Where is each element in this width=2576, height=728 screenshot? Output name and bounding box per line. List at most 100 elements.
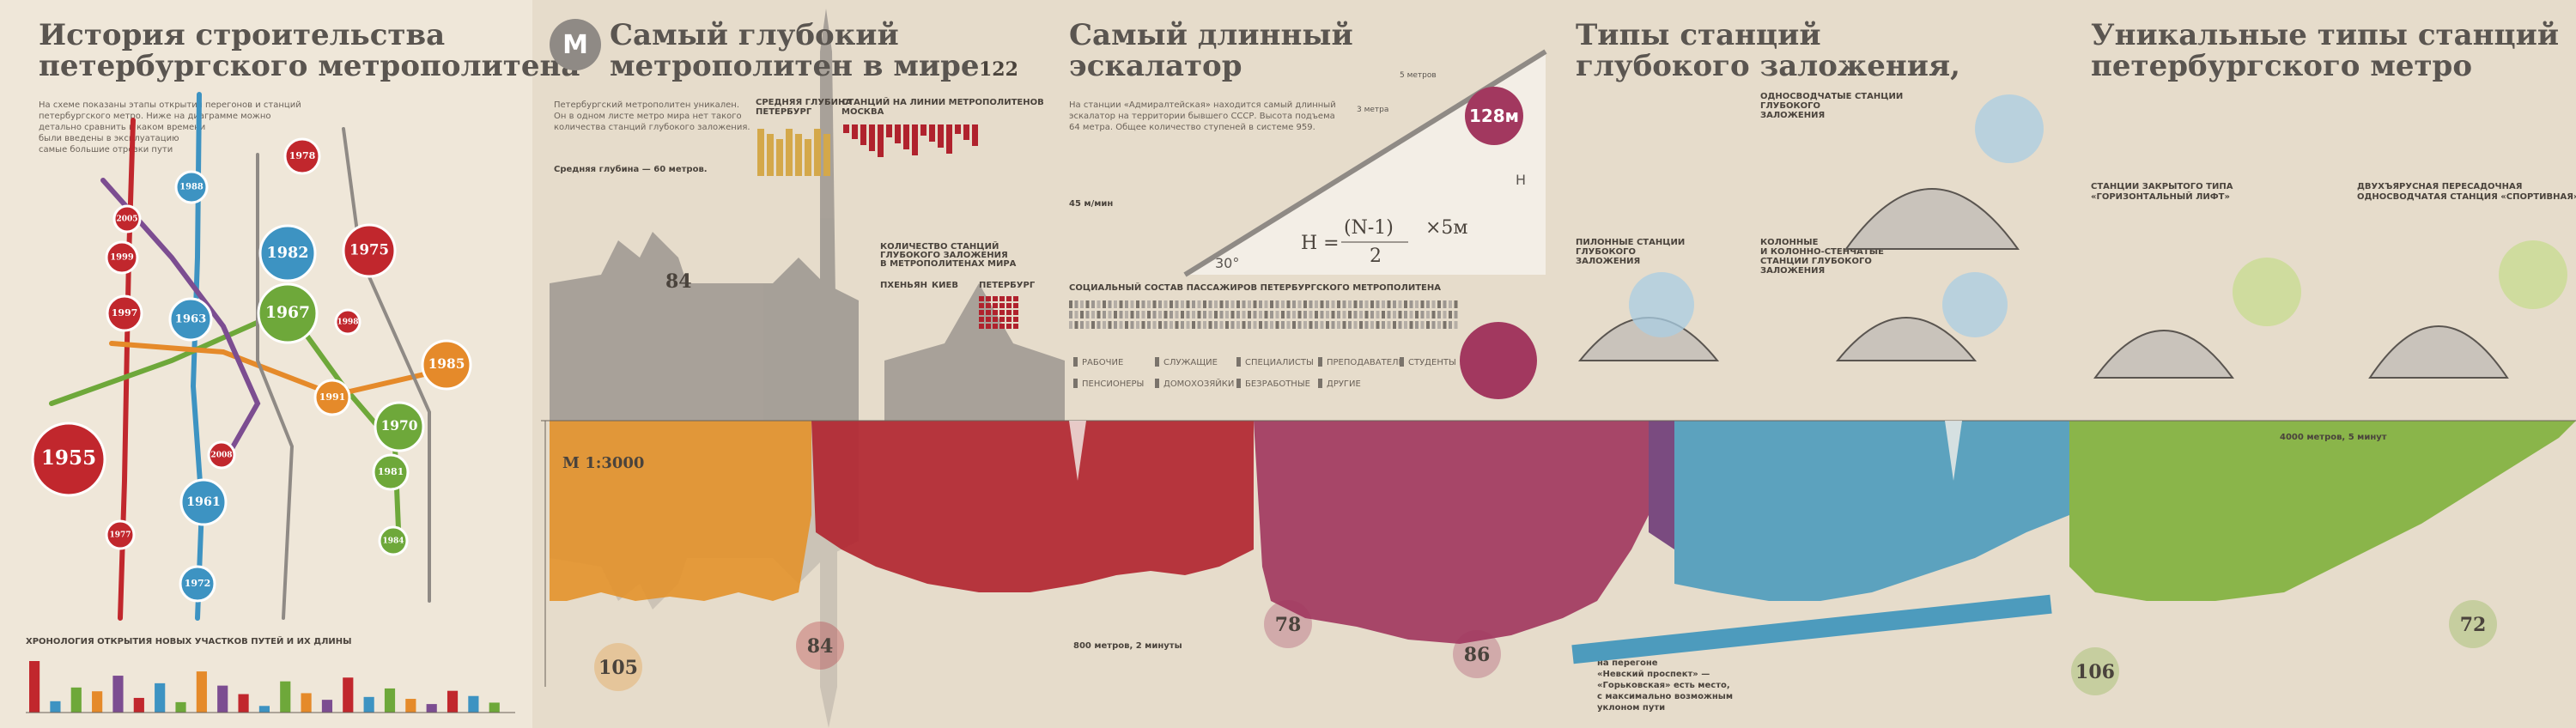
deco-square bbox=[1006, 296, 1012, 301]
intro-line: эскалатор на территории бывшего СССР. Вы… bbox=[1069, 112, 1335, 121]
deco-bar bbox=[767, 134, 774, 176]
depth-label: 86 bbox=[1464, 644, 1491, 666]
person-icon bbox=[1152, 311, 1157, 318]
deco-square bbox=[1013, 317, 1018, 322]
person-icon bbox=[1141, 311, 1145, 318]
deco-bar bbox=[776, 139, 783, 176]
person-icon bbox=[1125, 311, 1128, 318]
person-icon bbox=[1186, 300, 1190, 308]
panel-title: История строительства bbox=[39, 18, 445, 52]
legend-icon bbox=[1155, 379, 1159, 388]
person-icon bbox=[1292, 321, 1296, 329]
person-icon bbox=[1320, 311, 1324, 318]
deco-bar bbox=[912, 124, 918, 155]
person-icon bbox=[1091, 321, 1095, 329]
person-icon bbox=[1415, 311, 1419, 318]
person-icon bbox=[1275, 311, 1279, 318]
depth-label: 105 bbox=[598, 657, 638, 679]
legend-label: СЛУЖАЩИЕ bbox=[1163, 358, 1218, 367]
person-icon bbox=[1175, 300, 1179, 308]
type-label: КОЛОННЫЕ bbox=[1760, 238, 1819, 247]
deco-bar bbox=[929, 124, 935, 142]
person-icon bbox=[1114, 300, 1117, 308]
person-icon bbox=[1214, 321, 1218, 329]
person-icon bbox=[1181, 321, 1184, 329]
person-icon bbox=[1281, 300, 1285, 308]
panel-title: Типы станций bbox=[1576, 18, 1821, 52]
depth-circle bbox=[1453, 630, 1501, 678]
year-label: 1978 bbox=[289, 150, 316, 161]
person-icon bbox=[1108, 311, 1112, 318]
type-label: ЗАЛОЖЕНИЯ bbox=[1760, 266, 1825, 276]
speed: 45 м/мин bbox=[1069, 199, 1113, 209]
year-label: 1981 bbox=[378, 466, 404, 477]
chronology-bar bbox=[175, 701, 186, 713]
chronology-title: ХРОНОЛОГИЯ ОТКРЫТИЯ НОВЫХ УЧАСТКОВ ПУТЕЙ… bbox=[26, 635, 352, 646]
length: 128м bbox=[1469, 106, 1519, 126]
person-icon bbox=[1409, 321, 1413, 329]
year-circle bbox=[31, 422, 106, 497]
person-icon bbox=[1303, 311, 1307, 318]
spire-height: 84 bbox=[665, 270, 692, 293]
person-icon bbox=[1443, 311, 1447, 318]
run: 800 метров, 2 минуты bbox=[1073, 641, 1182, 651]
legend-icon bbox=[1318, 357, 1322, 367]
person-icon bbox=[1170, 311, 1173, 318]
deco-square bbox=[986, 317, 991, 322]
deco-square bbox=[993, 324, 998, 329]
person-icon bbox=[1069, 321, 1072, 329]
deco-bar bbox=[786, 129, 793, 176]
year-label: 1955 bbox=[41, 446, 96, 470]
person-icon bbox=[1192, 311, 1195, 318]
panel-title: метрополитен в мире bbox=[610, 49, 979, 83]
type-label: «ГОРИЗОНТАЛЬНЫЙ ЛИФТ» bbox=[2091, 191, 2230, 202]
year-circle bbox=[106, 294, 143, 332]
chronology-bar bbox=[196, 671, 207, 713]
slope-note: уклоном пути bbox=[1597, 703, 1665, 713]
person-icon bbox=[1303, 321, 1307, 329]
social-title: СОЦИАЛЬНЫЙ СОСТАВ ПАССАЖИРОВ ПЕТЕРБУРГСК… bbox=[1069, 282, 1441, 293]
person-icon bbox=[1286, 311, 1291, 318]
person-icon bbox=[1264, 311, 1268, 318]
person-icon bbox=[1303, 300, 1307, 308]
slope-note: на перегоне bbox=[1597, 658, 1658, 668]
peaks bbox=[1069, 421, 1962, 481]
person-icon bbox=[1409, 300, 1413, 308]
person-icon bbox=[1337, 311, 1340, 318]
person-icon bbox=[1181, 300, 1184, 308]
depth-circle bbox=[1264, 600, 1312, 648]
legend-icon bbox=[1318, 379, 1322, 388]
person-icon bbox=[1158, 300, 1162, 308]
slope-note: с максимально возможным bbox=[1597, 692, 1733, 701]
year-circle bbox=[283, 137, 321, 175]
year-circle bbox=[168, 297, 213, 342]
person-icon bbox=[1309, 321, 1313, 329]
person-icon bbox=[1404, 300, 1407, 308]
deco-bar bbox=[903, 124, 909, 149]
person-icon bbox=[1230, 321, 1235, 329]
legend-label: РАБОЧИЕ bbox=[1082, 358, 1123, 367]
year-label: 1991 bbox=[319, 391, 346, 403]
col-label: МОСКВА bbox=[841, 107, 884, 117]
person-icon bbox=[1114, 321, 1117, 329]
count: 122 bbox=[979, 58, 1018, 81]
person-icon bbox=[1320, 300, 1324, 308]
deco-bar bbox=[860, 124, 866, 145]
chronology-bar bbox=[92, 691, 103, 713]
person-icon bbox=[1141, 321, 1145, 329]
person-icon bbox=[1248, 311, 1251, 318]
depth-circle bbox=[796, 622, 844, 670]
note-circle bbox=[1460, 322, 1537, 399]
person-icon bbox=[1364, 311, 1369, 318]
year-label: 1977 bbox=[109, 531, 131, 540]
year-label: 1984 bbox=[382, 537, 404, 546]
deco-bar bbox=[814, 129, 821, 176]
chronology-bar bbox=[447, 690, 459, 713]
person-icon bbox=[1454, 300, 1458, 308]
deco-square bbox=[1006, 317, 1012, 322]
person-icon bbox=[1242, 300, 1246, 308]
person-icon bbox=[1398, 321, 1402, 329]
person-icon bbox=[1147, 321, 1151, 329]
person-icon bbox=[1348, 311, 1352, 318]
